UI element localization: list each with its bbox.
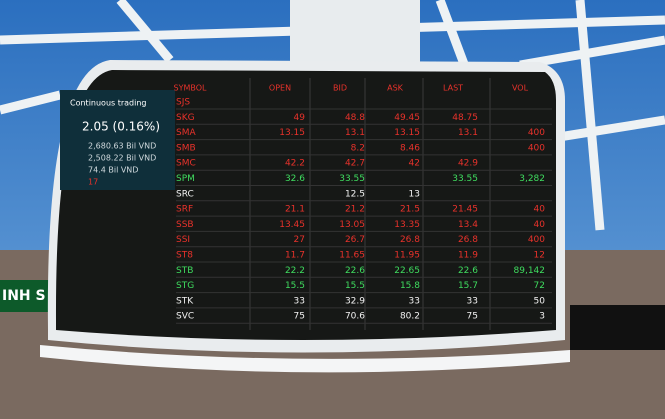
- cell: 8.2: [351, 143, 365, 153]
- cell: 33: [467, 296, 478, 306]
- cell: 42: [409, 159, 420, 169]
- status: Continuous trading: [70, 99, 147, 108]
- board-base: [40, 345, 570, 373]
- cell: 400: [528, 128, 545, 138]
- cell: 22.2: [285, 266, 305, 276]
- ticker: [570, 305, 665, 350]
- cell: 33.55: [452, 174, 478, 184]
- cell: 70.6: [345, 312, 365, 322]
- summary-line: 2,508.22 Bil VND: [88, 154, 156, 163]
- cell: 13.35: [394, 220, 420, 230]
- symbol: SSI: [176, 235, 190, 245]
- cell: 400: [528, 143, 545, 153]
- symbol: SMC: [176, 159, 196, 169]
- symbol: SVC: [176, 312, 194, 322]
- cell: 33: [409, 296, 420, 306]
- column-header: LAST: [443, 84, 463, 93]
- column-header: OPEN: [269, 84, 291, 93]
- cell: 13.15: [394, 128, 420, 138]
- cell: 33.55: [339, 174, 365, 184]
- cell: 8.46: [400, 143, 420, 153]
- cell: 49: [294, 113, 306, 123]
- cell: 48.75: [452, 113, 478, 123]
- cell: 21.45: [452, 205, 478, 215]
- cell: 13.1: [345, 128, 365, 138]
- sign-text: INH S: [2, 288, 46, 304]
- summary-panel: [60, 90, 175, 190]
- cell: 42.7: [345, 159, 365, 169]
- cell: 32.9: [345, 296, 365, 306]
- cell: 40: [534, 220, 546, 230]
- cell: 75: [467, 312, 478, 322]
- cell: 26.8: [458, 235, 478, 245]
- symbol: SRF: [176, 205, 193, 215]
- cell: 12: [534, 251, 545, 261]
- cell: 27: [294, 235, 305, 245]
- column-header: ASK: [387, 84, 404, 93]
- symbol: SMA: [176, 128, 196, 138]
- cell: 11.7: [285, 251, 305, 261]
- cell: 15.7: [458, 281, 478, 291]
- symbol: SKG: [176, 113, 195, 123]
- cell: 13.15: [279, 128, 305, 138]
- cell: 13.05: [339, 220, 365, 230]
- cell: 15.5: [285, 281, 305, 291]
- cell: 21.5: [400, 205, 420, 215]
- symbol: SJS: [176, 98, 190, 108]
- cell: 22.6: [458, 266, 478, 276]
- summary-line: 2,680.63 Bil VND: [88, 142, 156, 151]
- cell: 42.9: [458, 159, 478, 169]
- cell: 32.6: [285, 174, 305, 184]
- symbol: SSB: [176, 220, 194, 230]
- cell: 13.4: [458, 220, 478, 230]
- symbol: SMB: [176, 143, 196, 153]
- column-header: BID: [333, 84, 347, 93]
- cell: 33: [294, 296, 305, 306]
- cell: 21.2: [345, 205, 365, 215]
- cell: 42.2: [285, 159, 305, 169]
- cell: 48.8: [345, 113, 365, 123]
- cell: 11.95: [394, 251, 420, 261]
- cell: 72: [534, 281, 545, 291]
- cell: 80.2: [400, 312, 420, 322]
- cell: 13.45: [279, 220, 305, 230]
- cell: 49.45: [394, 113, 420, 123]
- cell: 26.8: [400, 235, 420, 245]
- symbol: STB: [176, 266, 193, 276]
- cell: 15.8: [400, 281, 420, 291]
- cell: 3: [539, 312, 545, 322]
- symbol: SPM: [176, 174, 195, 184]
- sign: [0, 280, 50, 312]
- cell: 21.1: [285, 205, 305, 215]
- cell: 11.9: [458, 251, 478, 261]
- cell: 26.7: [345, 235, 365, 245]
- index-change: 2.05 (0.16%): [82, 120, 160, 134]
- symbol: STG: [176, 281, 194, 291]
- cell: 12.5: [345, 189, 365, 199]
- cell: 22.65: [394, 266, 420, 276]
- symbol: STK: [176, 296, 194, 306]
- cell: 89,142: [514, 266, 546, 276]
- board: [55, 70, 556, 340]
- cell: 13: [409, 189, 420, 199]
- summary-line: 74.4 Bil VND: [88, 166, 138, 175]
- cell: 50: [534, 296, 546, 306]
- cell: 15.5: [345, 281, 365, 291]
- cell: 3,282: [519, 174, 545, 184]
- cell: 13.1: [458, 128, 478, 138]
- cell: 22.6: [345, 266, 365, 276]
- cell: 40: [534, 205, 546, 215]
- cell: 400: [528, 235, 545, 245]
- column-header: VOL: [512, 84, 529, 93]
- summary-line: 17: [88, 178, 98, 187]
- table: SYMBOL OPEN BID ASK LAST VOL SJS SKG 49 48.8 49.45…: [174, 78, 552, 330]
- column-header: SYMBOL: [174, 84, 208, 93]
- symbol: ST8: [176, 251, 193, 261]
- cell: 11.65: [339, 251, 365, 261]
- symbol: SRC: [176, 189, 194, 199]
- cell: 75: [294, 312, 305, 322]
